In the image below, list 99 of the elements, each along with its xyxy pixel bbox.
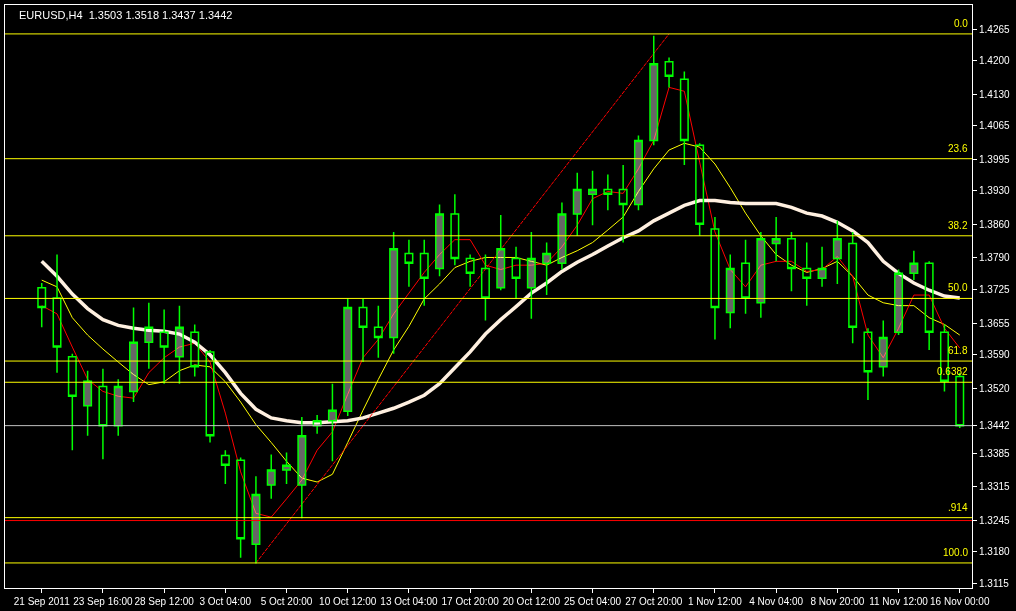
y-tick-label: 1.3245 <box>979 515 1011 527</box>
candlestick <box>480 253 490 322</box>
x-tick-label: 11 Nov 12:00 <box>869 596 929 607</box>
y-tick-label: 1.3655 <box>979 317 1011 329</box>
candlestick <box>159 308 169 385</box>
candlestick <box>603 173 613 211</box>
candlestick <box>633 134 643 211</box>
x-tick-label: 17 Oct 20:00 <box>441 596 500 607</box>
y-tick-label: 1.3930 <box>979 185 1011 196</box>
y-tick-label: 1.4130 <box>979 88 1011 100</box>
candlestick <box>679 70 689 166</box>
candlestick <box>37 282 47 329</box>
x-tick-label: 21 Sep 2011 <box>13 596 71 607</box>
candlestick <box>144 302 154 370</box>
candlestick <box>786 231 796 292</box>
candlestick <box>771 216 781 263</box>
x-tick-label: 20 Oct 12:00 <box>502 596 561 607</box>
candlestick <box>419 238 429 307</box>
candlestick <box>83 369 93 437</box>
candlestick <box>373 304 383 359</box>
candlestick <box>404 238 414 288</box>
candlestick <box>848 231 858 344</box>
y-tick-label: 1.3442 <box>979 420 1011 432</box>
candlestick <box>802 241 812 307</box>
candlestick <box>832 220 842 285</box>
x-tick-label: 8 Nov 20:00 <box>810 596 865 607</box>
x-tick-label: 1 Nov 12:00 <box>687 596 743 607</box>
y-tick-label: 1.3725 <box>979 283 1011 295</box>
y-tick-label: 1.3860 <box>979 218 1011 230</box>
annotation: 100.0 <box>943 547 969 558</box>
y-tick-label: 1.4200 <box>979 54 1011 66</box>
y-tick-label: 1.3315 <box>979 481 1011 493</box>
candlestick <box>894 268 904 336</box>
y-tick-label: 1.3180 <box>979 546 1011 558</box>
x-tick-label: 27 Oct 20:00 <box>625 596 683 607</box>
x-tick-label: 23 Sep 16:00 <box>73 596 134 607</box>
y-tick-label: 1.3520 <box>979 382 1011 394</box>
candlestick <box>205 349 215 444</box>
x-tick-label: 10 Oct 12:00 <box>319 596 377 607</box>
candlestick <box>98 368 108 461</box>
y-tick-label: 1.4065 <box>979 119 1011 131</box>
candlestick <box>526 231 536 320</box>
y-tick-label: 1.3995 <box>979 153 1011 165</box>
annotation: 50.0 <box>948 282 968 293</box>
x-tick-label: 28 Sep 12:00 <box>134 596 195 607</box>
candlestick <box>649 35 659 146</box>
candlestick <box>725 253 735 330</box>
candlestick <box>282 451 292 485</box>
candlestick <box>343 297 353 417</box>
candlestick <box>450 193 460 266</box>
candlestick <box>67 353 77 451</box>
y-tick-label: 1.3590 <box>979 348 1011 360</box>
x-tick-label: 16 Nov 00:00 <box>930 596 990 607</box>
annotation: 0.0 <box>954 18 969 29</box>
annotation: .914 <box>948 502 968 513</box>
candlestick <box>695 142 705 237</box>
chart-title: EURUSD,H4 1.3503 1.3518 1.3437 1.3442 <box>19 9 233 21</box>
candlestick <box>741 238 751 315</box>
x-tick-label: 25 Oct 04:00 <box>563 596 622 607</box>
y-tick-label: 1.3790 <box>979 252 1011 264</box>
candlestick <box>190 323 200 378</box>
candlestick <box>878 319 888 378</box>
candlestick <box>220 449 230 485</box>
candlestick <box>266 453 276 500</box>
candlestick <box>496 214 506 291</box>
candlestick <box>358 298 368 363</box>
candlestick <box>327 382 337 463</box>
candlestick <box>863 327 873 401</box>
candlestick <box>664 56 674 89</box>
candlestick <box>435 203 445 278</box>
candlestick <box>236 456 246 559</box>
candlestick <box>297 416 307 519</box>
candlestick <box>465 253 475 288</box>
candlestick <box>542 241 552 296</box>
candlestick <box>909 249 919 281</box>
candlestick <box>588 170 598 226</box>
candlestick <box>174 304 184 385</box>
x-tick-label: 4 Nov 04:00 <box>749 596 804 607</box>
candlestick <box>113 378 123 437</box>
candlestick <box>572 171 582 237</box>
candlestick <box>557 201 567 271</box>
candlestick <box>389 231 399 355</box>
x-tick-label: 13 Oct 04:00 <box>380 596 439 607</box>
x-tick-label: 3 Oct 04:00 <box>199 596 252 607</box>
candlestick <box>618 164 628 244</box>
annotation: 23.6 <box>948 143 968 154</box>
candlestick <box>129 306 139 403</box>
candlestick <box>756 231 766 319</box>
candlestick <box>924 260 934 351</box>
x-tick-label: 5 Oct 20:00 <box>260 596 313 607</box>
candlestick <box>52 253 62 374</box>
y-tick-label: 1.3385 <box>979 447 1011 459</box>
candlestick <box>511 246 521 300</box>
candlestick <box>817 246 827 288</box>
candlestick <box>251 475 261 565</box>
candlestick <box>710 216 720 341</box>
y-tick-label: 1.3115 <box>979 577 1010 589</box>
annotation: 38.2 <box>948 220 968 231</box>
y-tick-label: 1.4265 <box>979 23 1011 35</box>
